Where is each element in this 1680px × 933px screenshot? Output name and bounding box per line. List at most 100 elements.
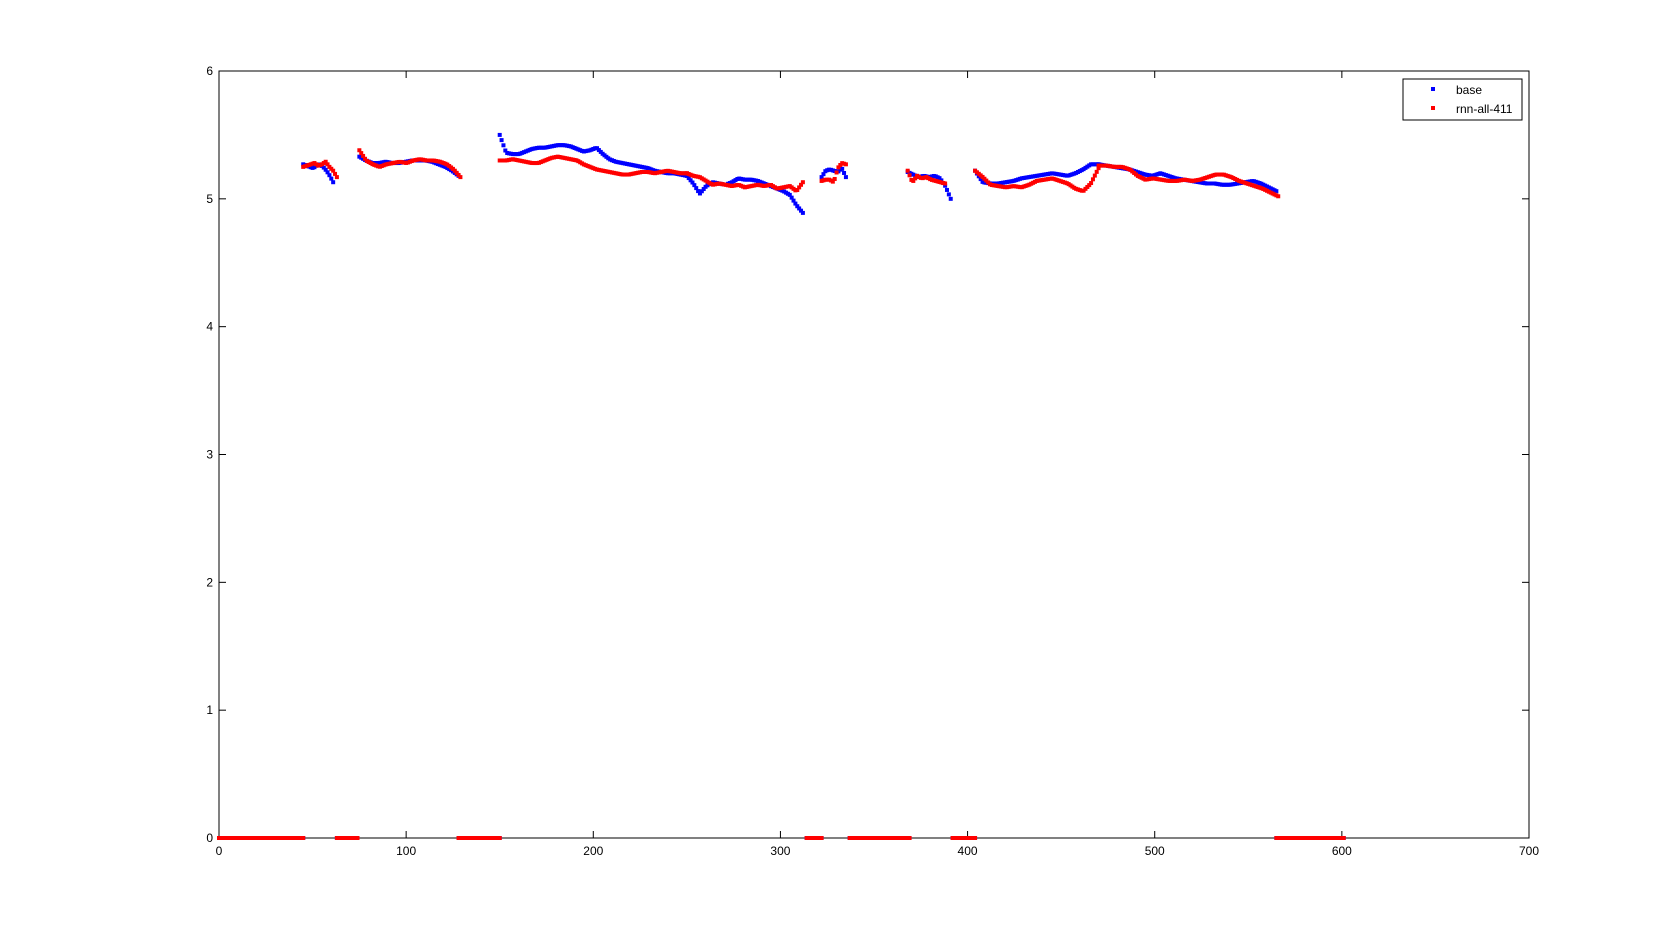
data-point (329, 176, 334, 181)
legend-box (1402, 78, 1523, 121)
data-point (323, 167, 328, 172)
y-tick-label: 3 (206, 448, 213, 462)
data-point (948, 196, 953, 201)
data-point (699, 189, 704, 194)
axes-box (218, 70, 1530, 839)
data-point (325, 162, 330, 167)
data-point (321, 165, 326, 170)
data-point (361, 153, 366, 158)
y-tick-label: 2 (206, 575, 213, 589)
data-point (905, 168, 910, 173)
data-point (1090, 177, 1095, 182)
legend-label-base: base (1456, 83, 1482, 97)
data-point (301, 836, 306, 840)
data-point (943, 181, 948, 186)
legend: base rnn-all-411 (1402, 78, 1523, 121)
data-point (362, 156, 367, 161)
y-tick-label: 6 (206, 64, 213, 78)
data-point (793, 201, 798, 206)
data-point (1087, 183, 1092, 188)
x-tick-label: 200 (583, 844, 603, 858)
data-point (911, 178, 916, 183)
y-tick-label: 0 (206, 831, 213, 845)
data-point (797, 185, 802, 190)
data-point (697, 191, 702, 196)
data-point (690, 180, 695, 185)
data-point (1092, 173, 1097, 178)
data-point (799, 208, 804, 213)
data-point (973, 836, 978, 840)
data-point (325, 170, 330, 175)
data-point (333, 171, 338, 176)
data-point (1276, 194, 1281, 199)
x-tick-label: 100 (396, 844, 416, 858)
x-tick-label: 600 (1332, 844, 1352, 858)
data-point (797, 206, 802, 211)
data-point (331, 180, 336, 185)
data-point (334, 175, 339, 180)
axis-tick-labels: 0 100 200 300 400 500 600 700 0 1 2 3 4 5 6 (206, 64, 1539, 858)
y-tick-label: 1 (206, 703, 213, 717)
data-point (331, 168, 336, 173)
data-point (791, 198, 796, 203)
series-rnn-all-411 (217, 148, 1346, 840)
data-point (946, 192, 951, 197)
y-tick-label: 4 (206, 320, 213, 334)
data-point (799, 182, 804, 187)
data-point (688, 178, 693, 183)
data-point (937, 176, 942, 181)
data-point (821, 172, 826, 177)
x-tick-label: 300 (770, 844, 790, 858)
data-point (1094, 169, 1099, 174)
data-point (1274, 189, 1279, 194)
data-point (944, 187, 949, 192)
data-point (832, 176, 837, 181)
x-tick-label: 400 (958, 844, 978, 858)
legend-label-rnn-all-411: rnn-all-411 (1456, 102, 1513, 116)
data-point (458, 175, 463, 180)
data-point (327, 173, 332, 178)
data-point (323, 159, 328, 164)
data-point (843, 162, 848, 167)
x-tick-label: 700 (1519, 844, 1539, 858)
data-point (819, 836, 824, 840)
data-point (840, 166, 845, 171)
data-point (913, 176, 918, 181)
data-point (834, 170, 839, 175)
data-point (842, 170, 847, 175)
data-point (497, 132, 502, 137)
data-point (795, 204, 800, 209)
data-point (1341, 836, 1346, 840)
data-point (843, 175, 848, 180)
data-point (830, 179, 835, 184)
data-point (800, 180, 805, 185)
data-point (789, 195, 794, 200)
y-tick-label: 5 (206, 192, 213, 206)
x-tick-label: 500 (1145, 844, 1165, 858)
data-point (800, 210, 805, 215)
data-point (795, 188, 800, 193)
legend-marker-base (1431, 87, 1435, 91)
data-point (1096, 166, 1101, 171)
data-point (497, 836, 502, 840)
data-point (357, 148, 362, 153)
x-tick-label: 0 (216, 844, 223, 858)
data-point (692, 183, 697, 188)
data-point (456, 172, 461, 177)
data-point (907, 173, 912, 178)
data-point (694, 186, 699, 191)
data-point (454, 170, 459, 175)
data-point (501, 143, 506, 148)
data-point (787, 192, 792, 197)
data-point (355, 836, 360, 840)
data-point (499, 138, 504, 143)
data-point (701, 187, 706, 192)
data-point (1089, 181, 1094, 186)
data-point (503, 148, 508, 153)
data-point (686, 176, 691, 181)
data-point (836, 165, 841, 170)
data-points (217, 132, 1346, 840)
data-point (978, 177, 983, 182)
legend-marker-rnn-all-411 (1431, 106, 1435, 110)
